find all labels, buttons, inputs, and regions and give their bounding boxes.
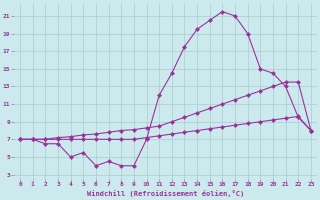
X-axis label: Windchill (Refroidissement éolien,°C): Windchill (Refroidissement éolien,°C)	[87, 190, 244, 197]
